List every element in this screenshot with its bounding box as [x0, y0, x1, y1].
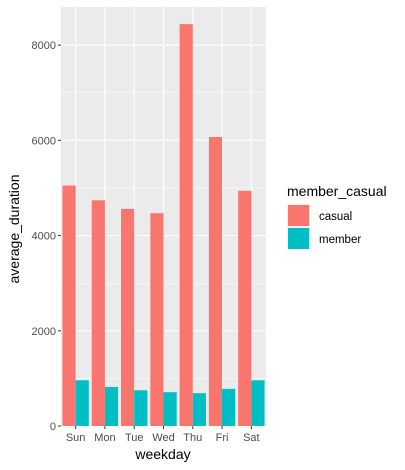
bar-member-tue: [134, 390, 148, 426]
x-tick-label: Sun: [66, 432, 86, 444]
x-tick-label: Sat: [243, 432, 260, 444]
bar-member-mon: [104, 386, 119, 426]
bar-casual-sat: [238, 190, 252, 426]
x-axis: Sun Mon Tue Wed Thu Fri Sat: [66, 426, 260, 444]
bar-casual-fri: [208, 136, 223, 426]
y-tick-label: 0: [50, 421, 56, 433]
x-tick-label: Thu: [183, 432, 202, 444]
bar-member-sun: [75, 380, 89, 426]
x-tick-label: Mon: [94, 432, 115, 444]
bar-member-wed: [163, 392, 177, 426]
bar-member-sat: [251, 380, 265, 426]
bar-casual-mon: [91, 200, 105, 426]
bar-casual-tue: [121, 208, 135, 426]
y-tick-label: 8000: [32, 40, 56, 52]
legend-title: member_casual: [287, 183, 387, 199]
y-tick-label: 4000: [32, 231, 56, 243]
x-tick-label: Tue: [125, 432, 144, 444]
y-axis: 0 2000 4000 6000 8000: [32, 40, 61, 433]
legend: member_casual casual member: [287, 183, 387, 250]
bar-casual-wed: [150, 213, 164, 426]
bar-member-fri: [222, 388, 236, 426]
bar-casual-thu: [179, 24, 193, 427]
x-tick-label: Fri: [216, 432, 229, 444]
y-axis-title: average_duration: [6, 175, 22, 284]
x-tick-label: Wed: [152, 432, 174, 444]
legend-key-member: [288, 228, 309, 249]
legend-label-casual: casual: [319, 211, 352, 223]
legend-label-member: member: [319, 234, 361, 246]
y-tick-label: 6000: [32, 135, 56, 147]
y-tick-label: 2000: [32, 326, 56, 338]
legend-key-casual: [288, 205, 309, 226]
bar-member-thu: [192, 393, 206, 426]
bars: [62, 24, 265, 427]
bar-casual-sun: [62, 185, 76, 426]
x-axis-title: weekday: [134, 446, 190, 462]
